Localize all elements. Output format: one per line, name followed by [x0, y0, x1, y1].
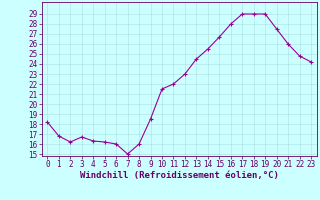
X-axis label: Windchill (Refroidissement éolien,°C): Windchill (Refroidissement éolien,°C) [80, 171, 279, 180]
